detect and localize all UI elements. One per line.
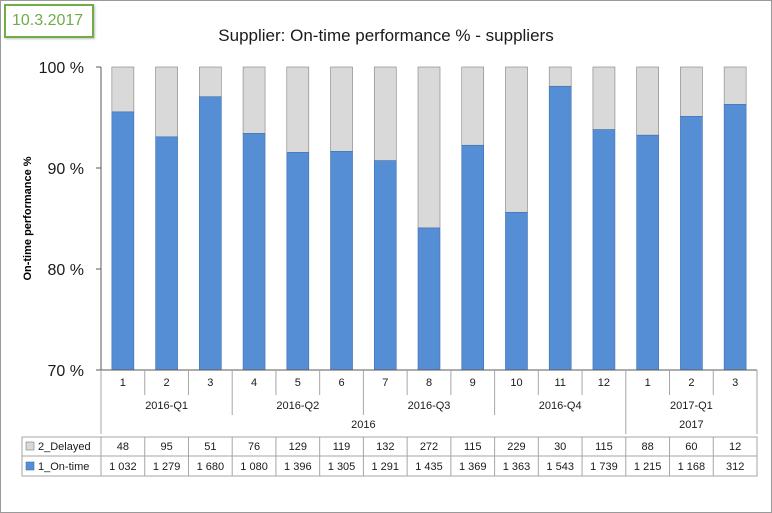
y-tick-label: 70 % [48,363,84,380]
bar-on-time [417,227,441,371]
data-table-cell-on-time: 1 739 [590,461,618,473]
legend-key-delayed [25,441,35,451]
bar-delayed [373,66,397,161]
data-table-cell-delayed: 132 [376,441,394,453]
category-label: 8 [426,377,432,389]
category-label: 6 [338,377,344,389]
data-table-cell-on-time: 1 543 [546,461,574,473]
data-table-cell-on-time: 1 396 [284,461,312,473]
bar-delayed [155,66,178,138]
quarter-label: 2017-Q1 [670,400,713,412]
category-label: 11 [554,377,565,389]
bar-on-time [199,96,222,371]
quarter-label: 2016-Q4 [539,400,582,412]
data-table-cell-delayed: 12 [729,441,741,453]
legend-key-on-time [25,461,35,471]
bar-delayed [199,66,222,98]
data-table-cell-on-time: 1 435 [415,461,443,473]
y-tick-label: 100 % [39,60,84,77]
data-table-cell-delayed: 76 [248,441,260,453]
y-axis-title: On-time performance % [22,156,34,280]
bar-delayed [592,66,616,130]
bar-on-time [548,85,572,371]
bar-on-time [330,151,353,371]
category-label: 12 [598,377,610,389]
bar-on-time [505,211,528,371]
data-table-cell-delayed: 115 [595,441,613,453]
bar-delayed [242,66,266,134]
category-label: 9 [470,377,476,389]
data-table-cell-delayed: 88 [642,441,654,453]
data-table-cell-delayed: 51 [204,441,216,453]
data-table-cell-delayed: 30 [554,441,566,453]
data-table-cell-on-time: 1 369 [459,461,487,473]
bar-on-time [723,104,747,371]
data-table-cell-on-time: 1 080 [240,461,268,473]
year-label: 2016 [351,419,375,431]
bar-on-time [680,116,703,371]
data-table-cell-delayed: 60 [685,441,697,453]
bar-delayed [636,66,659,136]
data-table-cell-delayed: 229 [507,441,525,453]
category-label: 7 [382,377,388,389]
bar-delayed [330,66,353,152]
data-table-cell-delayed: 119 [333,441,351,453]
category-label: 3 [732,377,738,389]
category-label: 2 [164,377,170,389]
bar-on-time [286,152,310,371]
legend-label-on-time: 1_On-time [38,461,89,473]
year-label: 2017 [679,419,703,431]
bar-delayed [548,66,572,87]
category-label: 2 [688,377,694,389]
data-table-cell-on-time: 1 168 [678,461,706,473]
bar-delayed [417,66,441,229]
data-table-cell-on-time: 1 305 [328,461,356,473]
bar-on-time [242,133,266,371]
data-table-cell-on-time: 1 363 [503,461,531,473]
bar-delayed [461,66,485,146]
bar-on-time [373,160,397,371]
date-badge: 10.3.2017 [4,4,94,38]
data-table-cell-delayed: 272 [420,441,438,453]
category-label: 10 [510,377,522,389]
category-label: 1 [120,377,126,389]
bar-delayed [505,66,528,213]
bar-on-time [111,111,135,371]
data-table-cell-on-time: 1 680 [197,461,225,473]
data-table-cell-delayed: 115 [464,441,482,453]
y-tick-label: 80 % [48,262,84,279]
data-table-cell-on-time: 1 279 [153,461,181,473]
bar-on-time [592,129,616,371]
data-table-cell-on-time: 312 [726,461,744,473]
data-table-cell-on-time: 1 215 [634,461,662,473]
bar-on-time [461,144,485,371]
category-label: 1 [645,377,651,389]
bar-on-time [636,134,659,371]
quarter-label: 2016-Q1 [145,400,188,412]
quarter-label: 2016-Q3 [408,400,451,412]
data-table-cell-delayed: 48 [117,441,129,453]
y-tick-label: 90 % [48,161,84,178]
category-label: 5 [295,377,301,389]
data-table-cell-on-time: 1 291 [372,461,400,473]
legend-label-delayed: 2_Delayed [38,441,91,453]
category-label: 4 [251,377,257,389]
bar-delayed [680,66,703,117]
quarter-label: 2016-Q2 [276,400,319,412]
bar-delayed [286,66,310,153]
category-label: 3 [207,377,213,389]
bar-delayed [111,66,135,113]
data-table-cell-on-time: 1 032 [109,461,137,473]
chart-title: Supplier: On-time performance % - suppli… [218,26,554,45]
data-table-cell-delayed: 95 [160,441,172,453]
bar-on-time [155,136,178,371]
data-table-cell-delayed: 129 [289,441,307,453]
bar-delayed [723,66,747,105]
